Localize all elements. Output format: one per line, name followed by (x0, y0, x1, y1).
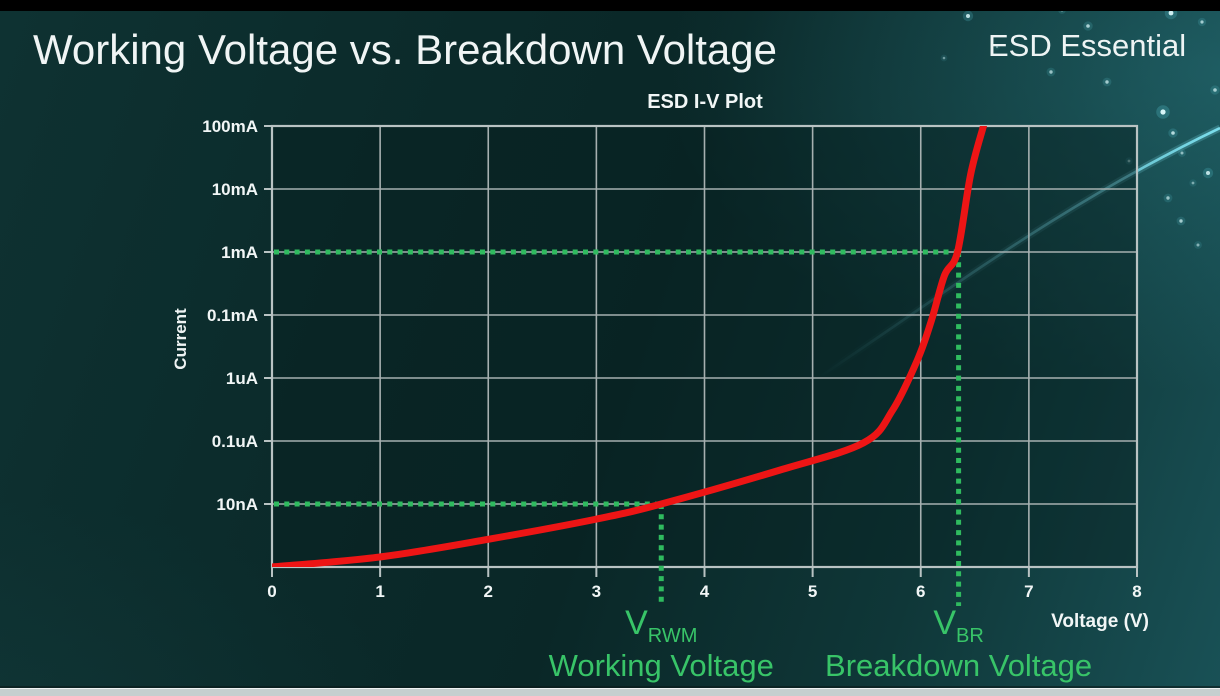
star-dot (1168, 10, 1174, 16)
star-dot (1171, 131, 1175, 135)
x-tick-label: 0 (267, 582, 276, 601)
star-dot (1179, 219, 1183, 223)
star-dot (1196, 243, 1200, 247)
x-axis-label: Voltage (V) (1051, 611, 1149, 632)
top-letterbox-bar (0, 0, 1220, 11)
y-tick-labels: 100mA 10mA 1mA 0.1mA 1uA 0.1uA 10nA (202, 117, 258, 514)
vrwm-symbol: VRWM (625, 606, 697, 648)
star-dot (1180, 151, 1184, 155)
y-tick-label: 0.1mA (207, 306, 258, 325)
vbr-symbol: VBR (933, 606, 983, 648)
star-dot (1213, 88, 1217, 92)
x-tick-label: 5 (808, 582, 817, 601)
star-dot (1105, 80, 1109, 84)
star-dot (966, 14, 970, 18)
star-dot (995, 45, 999, 49)
marker-lines (274, 249, 962, 606)
vrwm-subscript: RWM (647, 625, 698, 647)
y-tick-label: 1mA (221, 243, 258, 262)
star-dot (1191, 181, 1195, 185)
chart-title: ESD I-V Plot (647, 91, 763, 113)
vbr-caption: Breakdown Voltage (825, 648, 1093, 683)
vrwm-caption: Working Voltage (548, 648, 774, 683)
star-dot (1086, 24, 1090, 28)
star-dot (1166, 196, 1170, 200)
iv-curve (272, 126, 987, 567)
x-tick-label: 6 (916, 582, 925, 601)
x-tick-label: 7 (1024, 582, 1033, 601)
x-tick-label: 2 (484, 582, 493, 601)
page-title: Working Voltage vs. Breakdown Voltage (33, 26, 778, 73)
star-dot (942, 56, 946, 60)
x-tick-label: 8 (1132, 582, 1141, 601)
axis-ticks (264, 125, 1138, 577)
vrwm-v: V (625, 604, 648, 642)
star-dot (1160, 109, 1166, 115)
x-tick-label: 4 (700, 582, 710, 601)
y-axis-label: Current (171, 308, 190, 370)
y-tick-label: 100mA (202, 117, 258, 136)
y-tick-label: 1uA (226, 369, 258, 388)
vbr-subscript: BR (956, 625, 984, 647)
star-dot (1049, 70, 1053, 74)
y-tick-label: 10mA (212, 180, 258, 199)
star-dot (1206, 171, 1210, 175)
star-dot (1127, 159, 1131, 163)
x-tick-label: 3 (592, 582, 601, 601)
light-streak (817, 126, 1220, 380)
background-stars (940, 6, 1220, 249)
star-glow (993, 43, 1001, 51)
star-glow (940, 54, 948, 62)
star-dot (1200, 20, 1204, 24)
y-tick-label: 0.1uA (212, 432, 258, 451)
y-tick-label: 10nA (216, 495, 258, 514)
x-tick-labels: 0 1 2 3 4 5 6 7 8 (267, 582, 1141, 601)
brand-label: ESD Essential (988, 28, 1187, 63)
x-tick-label: 1 (375, 582, 384, 601)
vbr-v: V (933, 604, 957, 642)
bottom-letterbox-bar (0, 688, 1220, 696)
